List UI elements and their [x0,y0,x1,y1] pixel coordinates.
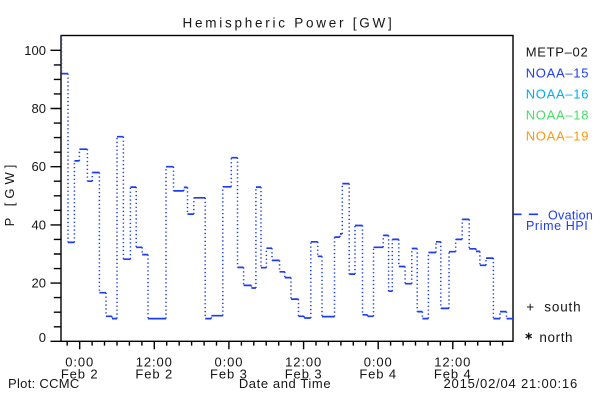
svg-text:Ovation: Ovation [548,208,593,222]
svg-text:Prime HPI: Prime HPI [526,219,588,233]
svg-text:+ south: + south [526,300,581,315]
svg-text:NOAA–15: NOAA–15 [526,66,589,81]
svg-text:100: 100 [24,43,46,58]
svg-text:north: north [539,330,573,345]
svg-text:60: 60 [32,159,46,174]
svg-text:Feb 3: Feb 3 [285,366,323,381]
svg-text:0:00: 0:00 [65,354,94,369]
svg-text:Feb 4: Feb 4 [359,366,397,381]
svg-text:P [GW]: P [GW] [2,161,17,227]
svg-text:12:00: 12:00 [136,354,173,369]
svg-text:2015/02/04 21:00:16: 2015/02/04 21:00:16 [444,376,578,391]
svg-text:Date and Time: Date and Time [239,376,331,391]
svg-text:METP–02: METP–02 [526,45,589,60]
svg-text:0:00: 0:00 [364,354,393,369]
svg-text:Feb 2: Feb 2 [61,366,99,381]
svg-text:0:00: 0:00 [214,354,243,369]
svg-text:20: 20 [32,276,46,291]
svg-text:0: 0 [39,330,46,345]
svg-text:40: 40 [32,217,46,232]
svg-text:12:00: 12:00 [434,354,471,369]
svg-text:Plot: CCMC: Plot: CCMC [8,376,80,391]
svg-text:NOAA–16: NOAA–16 [526,87,589,102]
svg-text:Feb 4: Feb 4 [434,366,472,381]
svg-text:Feb 2: Feb 2 [135,366,173,381]
svg-text:Feb 3: Feb 3 [210,366,248,381]
svg-text:80: 80 [32,101,46,116]
svg-text:12:00: 12:00 [285,354,322,369]
svg-text:Hemispheric Power [GW]: Hemispheric Power [GW] [182,15,394,30]
svg-text:NOAA–19: NOAA–19 [526,129,589,144]
svg-text:NOAA–18: NOAA–18 [526,108,589,123]
